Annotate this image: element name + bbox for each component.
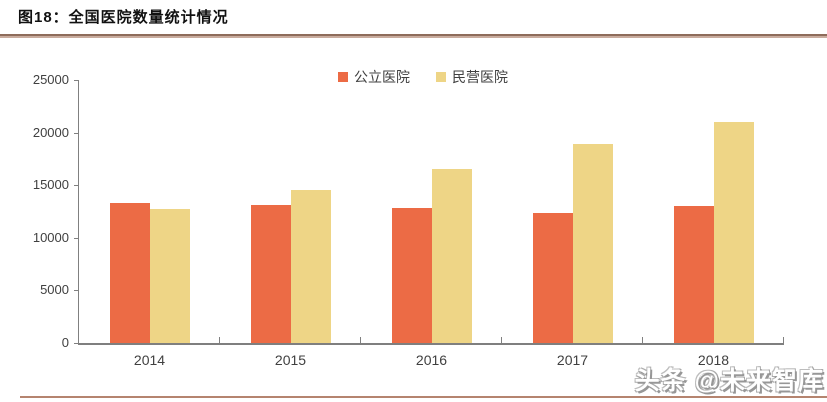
x-axis-category-label: 2014 xyxy=(133,352,166,368)
y-axis-tick-mark xyxy=(74,185,78,187)
bar-public-2015 xyxy=(250,204,291,343)
legend-swatch-icon xyxy=(436,72,446,82)
legend-label: 民营医院 xyxy=(452,69,508,85)
title-separator-line xyxy=(0,34,827,38)
y-axis-tick-mark xyxy=(74,237,78,239)
y-axis-tick-label: 5000 xyxy=(40,282,69,298)
x-axis-tick-mark xyxy=(219,337,220,343)
y-axis-tick-mark xyxy=(74,343,78,344)
y-axis-tick-label: 20000 xyxy=(32,124,69,140)
y-axis-tick-mark xyxy=(74,290,78,292)
legend-swatch-icon xyxy=(338,72,348,82)
figure-title: 图18：全国医院数量统计情况 xyxy=(18,9,229,26)
x-axis-tick-mark xyxy=(360,337,361,343)
bar-private-2016 xyxy=(431,169,472,343)
bar-private-2014 xyxy=(149,209,190,343)
y-axis-tick-mark xyxy=(74,132,78,134)
legend-label: 公立医院 xyxy=(354,69,410,85)
x-axis-tick-mark xyxy=(501,337,502,343)
bar-public-2014 xyxy=(109,202,150,343)
y-axis-tick-mark xyxy=(74,80,78,81)
bar-public-2018 xyxy=(673,206,714,343)
x-axis-category-label: 2015 xyxy=(274,352,307,368)
y-axis-tick-label: 10000 xyxy=(32,229,69,245)
chart-legend: 公立医院 民营医院 xyxy=(338,67,508,87)
y-axis-tick-label: 25000 xyxy=(32,72,69,87)
y-axis-tick-label: 15000 xyxy=(32,177,69,193)
legend-item-private: 民营医院 xyxy=(436,67,508,87)
x-axis-category-label: 2017 xyxy=(556,352,589,368)
bar-private-2017 xyxy=(572,143,613,343)
bottom-separator-line xyxy=(20,396,827,398)
x-axis-tick-mark xyxy=(642,337,643,343)
legend-item-public: 公立医院 xyxy=(338,67,410,87)
plot-area: 0 5000 10000 15000 20000 25000 2014 2015 2016 201… xyxy=(33,72,784,368)
watermark-text: 头条 @未来智库 xyxy=(634,367,824,395)
bar-public-2017 xyxy=(532,213,573,343)
bar-private-2018 xyxy=(713,121,754,343)
bar-private-2015 xyxy=(290,190,331,343)
x-axis-category-label: 2016 xyxy=(415,352,448,368)
y-axis-tick-label: 0 xyxy=(61,335,69,350)
bar-public-2016 xyxy=(391,207,432,343)
x-axis-tick-mark xyxy=(783,337,784,343)
x-axis-category-label: 2018 xyxy=(697,352,730,368)
